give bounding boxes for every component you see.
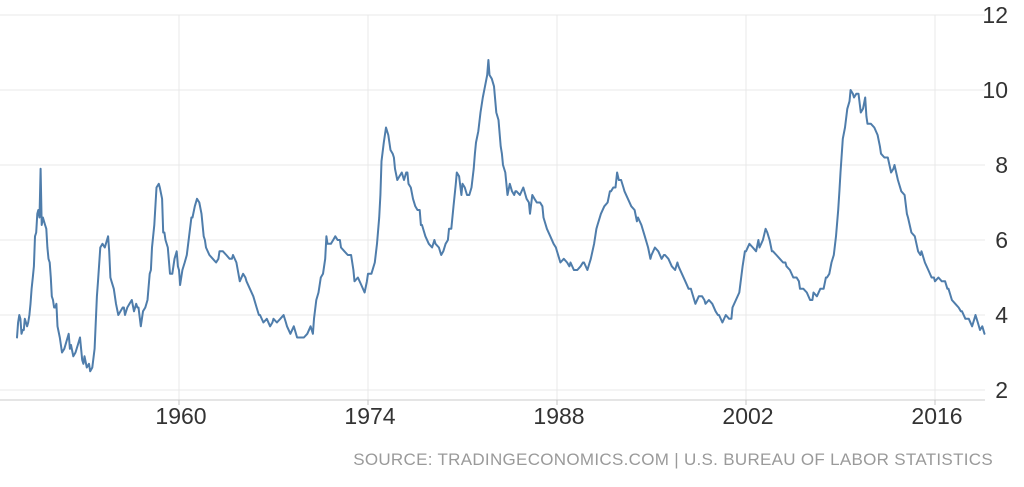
x-axis <box>0 399 985 405</box>
gridlines <box>0 14 985 400</box>
source-credit: SOURCE: TRADINGECONOMICS.COM | U.S. BURE… <box>353 450 993 469</box>
x-tick-label-1960: 1960 <box>155 403 207 429</box>
y-tick-label-8: 8 <box>995 152 1008 178</box>
y-tick-label-12: 12 <box>982 2 1008 28</box>
y-tick-label-2: 2 <box>995 377 1008 403</box>
x-tick-label-2002: 2002 <box>722 403 774 429</box>
x-tick-label-2016: 2016 <box>911 403 963 429</box>
y-tick-label-6: 6 <box>995 227 1008 253</box>
x-tick-label-1974: 1974 <box>344 403 396 429</box>
y-tick-label-10: 10 <box>982 77 1008 103</box>
y-tick-label-4: 4 <box>995 302 1008 328</box>
x-tick-label-1988: 1988 <box>533 403 585 429</box>
unemployment-rate-line <box>16 59 986 373</box>
